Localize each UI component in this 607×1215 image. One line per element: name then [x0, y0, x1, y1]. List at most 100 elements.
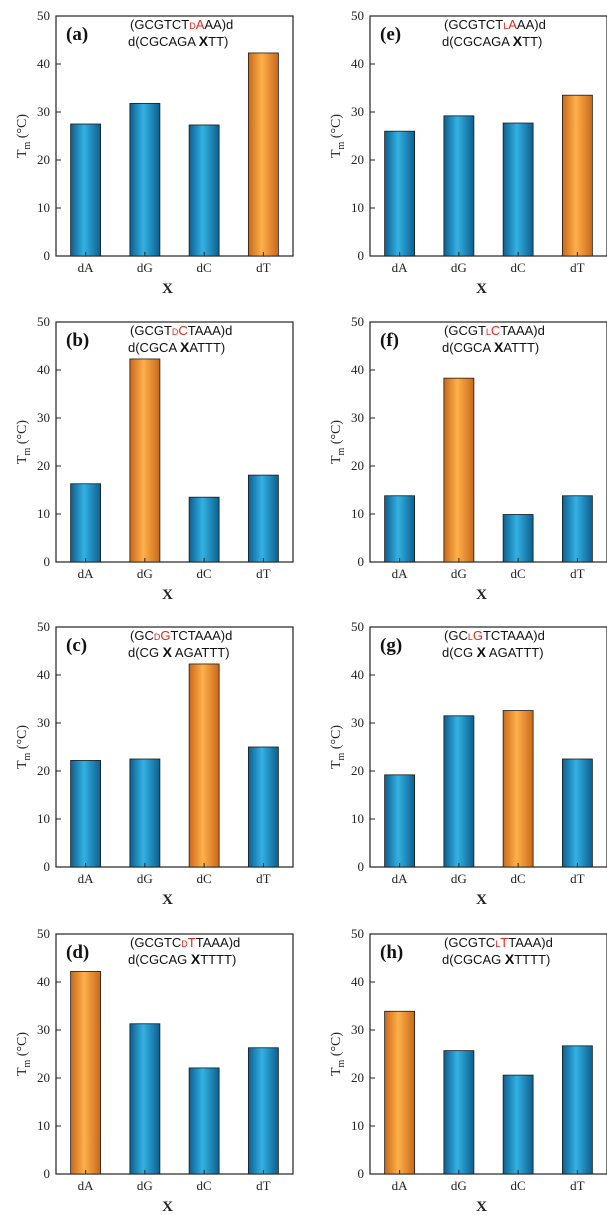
x-tick-label: dG	[451, 1178, 467, 1193]
y-tick-label: 50	[351, 619, 364, 634]
y-tick-label: 40	[351, 667, 364, 682]
bar-dA	[70, 483, 102, 563]
x-tick-label: dT	[256, 260, 271, 275]
bar-dA	[384, 774, 416, 868]
bar-dC	[188, 496, 220, 563]
bar-dC	[502, 710, 534, 868]
plot-frame	[369, 15, 607, 257]
y-tick-label: 10	[351, 200, 364, 215]
y-tick-label: 10	[37, 1118, 50, 1133]
x-axis-label: X	[162, 587, 173, 603]
bar-dA	[70, 760, 102, 868]
x-axis-label: X	[162, 1199, 173, 1215]
bar-dG	[443, 1050, 475, 1175]
bar-dC	[188, 663, 220, 868]
bar-dT	[561, 1045, 593, 1175]
x-tick-label: dC	[197, 1178, 212, 1193]
x-tick-label: dG	[451, 260, 467, 275]
y-axis-label: Tm (°C)	[329, 725, 347, 769]
sequence-top-strand: (GCGTCLTTAAA)d	[444, 935, 553, 950]
x-tick-label: dC	[197, 871, 212, 886]
y-axis-label: Tm (°C)	[329, 1032, 347, 1076]
bar-dG	[443, 715, 475, 868]
y-tick-label: 0	[358, 248, 365, 263]
plot-frame	[369, 321, 607, 563]
x-axis-label: X	[476, 1199, 487, 1215]
plot-frame	[369, 933, 607, 1175]
x-tick-label: dA	[392, 1178, 409, 1193]
x-tick-label: dC	[197, 566, 212, 581]
y-axis-label: Tm (°C)	[15, 420, 33, 464]
bar-dA	[70, 971, 102, 1175]
bar-dG	[129, 1023, 161, 1175]
x-tick-label: dT	[570, 260, 585, 275]
y-tick-label: 50	[351, 926, 364, 941]
sequence-bottom-strand: d(CGCAGA XTT)	[128, 33, 228, 49]
bar-dT	[561, 495, 593, 563]
sequence-top-strand: (GCGTDCTAAA)d	[130, 323, 232, 338]
x-tick-label: dA	[78, 871, 95, 886]
x-tick-label: dG	[137, 1178, 153, 1193]
y-tick-label: 10	[37, 200, 50, 215]
sequence-bottom-strand: d(CGCA XATTT)	[442, 339, 539, 355]
y-axis-label: Tm (°C)	[15, 1032, 33, 1076]
y-tick-label: 0	[358, 859, 365, 874]
x-axis-label: X	[162, 892, 173, 908]
plot-frame	[55, 321, 294, 563]
panel-label: (a)	[66, 24, 88, 45]
bar-dC	[502, 1074, 534, 1175]
x-tick-label: dG	[137, 566, 153, 581]
y-tick-label: 40	[37, 56, 50, 71]
bar-dA	[70, 123, 102, 257]
bar-dA	[384, 1010, 416, 1175]
chart-panel: 0 10 20 30 40 50 Tm (°C) dA dG dC dT X (e) (GCGTCTLAA…	[329, 8, 607, 297]
y-tick-label: 10	[37, 506, 50, 521]
y-axis-label: Tm (°C)	[329, 420, 347, 464]
plot-frame	[369, 626, 607, 868]
y-tick-label: 50	[351, 8, 364, 23]
x-tick-label: dA	[78, 1178, 95, 1193]
y-tick-label: 20	[351, 763, 364, 778]
y-tick-label: 50	[37, 314, 50, 329]
bar-dC	[502, 122, 534, 257]
bar-dG	[129, 358, 161, 563]
chart-panel: 0 10 20 30 40 50 Tm (°C) dA dG dC dT X (h) (GCGTCLTTA…	[329, 926, 607, 1215]
bar-dT	[247, 52, 279, 257]
x-tick-label: dC	[511, 566, 526, 581]
y-tick-label: 40	[37, 974, 50, 989]
x-axis-label: X	[476, 587, 487, 603]
x-tick-label: dC	[197, 260, 212, 275]
y-tick-label: 20	[351, 1070, 364, 1085]
x-tick-label: dA	[392, 871, 409, 886]
bar-dA	[384, 495, 416, 563]
y-tick-label: 20	[37, 152, 50, 167]
x-tick-label: dA	[78, 260, 95, 275]
sequence-bottom-strand: d(CG X AGATTT)	[442, 644, 544, 660]
panel-label: (g)	[380, 635, 402, 656]
y-tick-label: 0	[358, 554, 365, 569]
sequence-top-strand: (GCDGTCTAAA)d	[130, 628, 232, 643]
y-tick-label: 20	[37, 1070, 50, 1085]
y-tick-label: 20	[351, 458, 364, 473]
chart-panel: 0 10 20 30 40 50 Tm (°C) dA dG dC dT X (f) (GCGTLCTAA…	[329, 314, 607, 603]
chart-panel: 0 10 20 30 40 50 Tm (°C) dA dG dC dT X (a) (GCGTCTDAA…	[15, 8, 294, 297]
sequence-bottom-strand: d(CGCAG XTTTT)	[442, 951, 550, 967]
y-axis-label: Tm (°C)	[15, 725, 33, 769]
y-tick-label: 50	[351, 314, 364, 329]
sequence-top-strand: (GCGTCTLAAA)d	[444, 17, 546, 32]
x-tick-label: dT	[256, 1178, 271, 1193]
y-tick-label: 40	[351, 974, 364, 989]
chart-panel: 0 10 20 30 40 50 Tm (°C) dA dG dC dT X (g) (GCLGTCTAA…	[329, 619, 607, 908]
y-tick-label: 0	[44, 554, 51, 569]
bar-dG	[443, 115, 475, 257]
x-tick-label: dG	[451, 871, 467, 886]
bar-dC	[502, 514, 534, 563]
y-tick-label: 0	[44, 1166, 51, 1181]
panel-label: (e)	[380, 24, 401, 45]
sequence-top-strand: (GCGTCTDAAA)d	[130, 17, 233, 32]
chart-panel: 0 10 20 30 40 50 Tm (°C) dA dG dC dT X (d) (GCGTCDTTA…	[15, 926, 294, 1215]
y-tick-label: 50	[37, 619, 50, 634]
y-tick-label: 30	[351, 410, 364, 425]
y-tick-label: 50	[37, 926, 50, 941]
x-tick-label: dT	[256, 566, 271, 581]
